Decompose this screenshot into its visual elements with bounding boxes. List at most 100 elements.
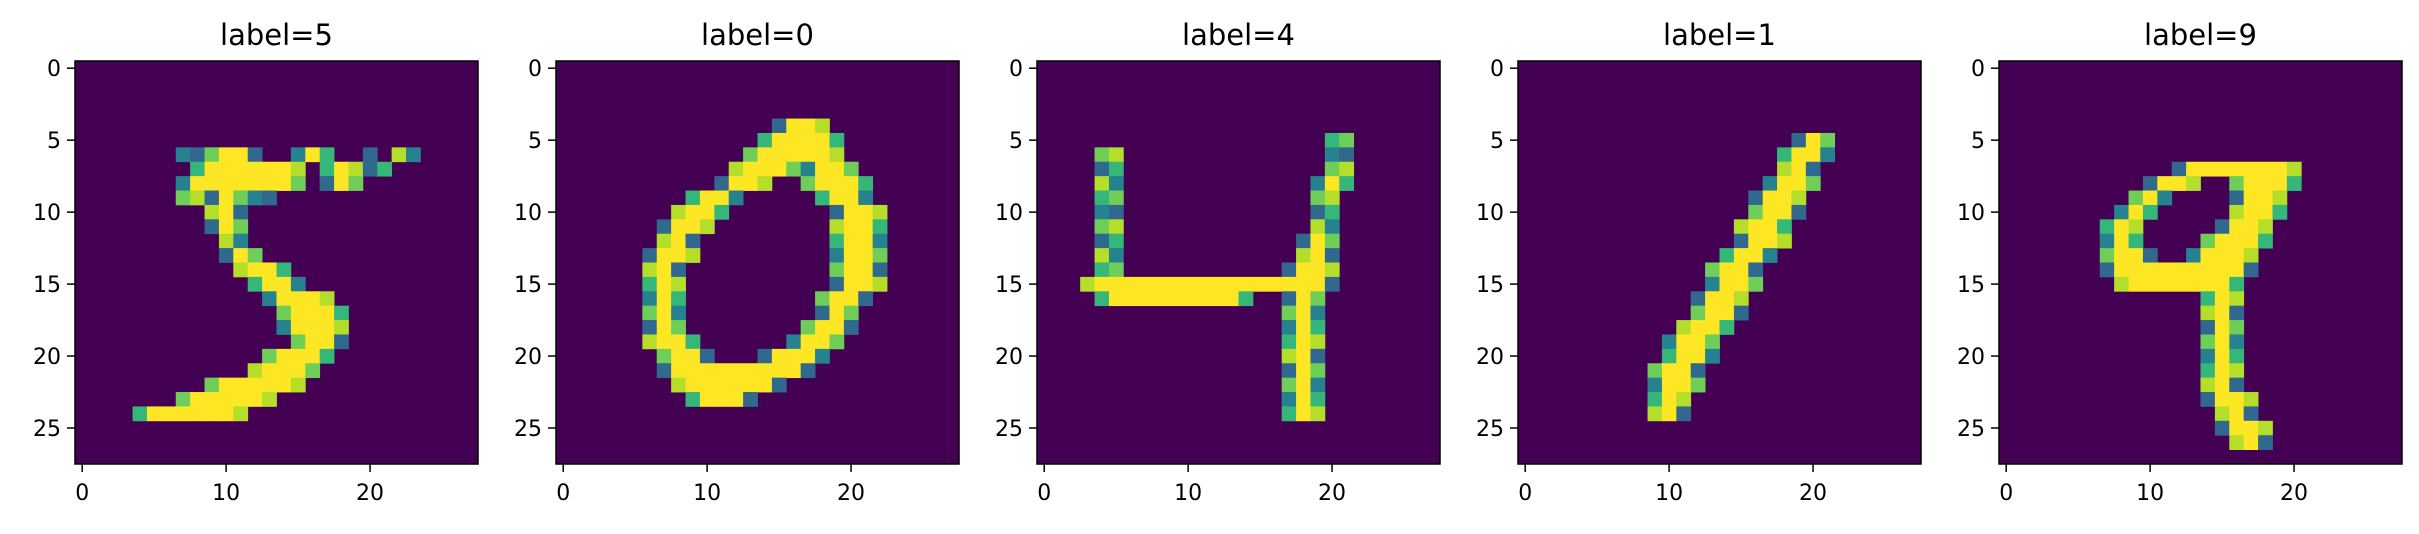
pixel: [2229, 291, 2245, 307]
y-tick-label: 25: [1957, 417, 1985, 442]
pixel: [1661, 406, 1677, 422]
pixel: [2229, 420, 2245, 436]
pixel: [2157, 190, 2173, 206]
pixel: [1777, 219, 1792, 235]
pixel: [204, 147, 220, 163]
pixel: [1324, 147, 1340, 163]
pixel: [1123, 276, 1139, 292]
pixel: [815, 305, 830, 321]
pixel: [262, 377, 277, 393]
pixel: [2229, 305, 2245, 321]
pixel: [2229, 276, 2245, 292]
pixel: [1094, 190, 1110, 206]
pixel: [1762, 219, 1778, 235]
pixel: [262, 291, 277, 307]
pixel: [1820, 147, 1836, 163]
pixel: [829, 320, 845, 335]
panel-3: label=4 0 5 10 15 20 25 0 10 20: [995, 18, 1441, 506]
pixel: [319, 147, 335, 163]
pixel: [2229, 176, 2245, 191]
pixel: [1676, 406, 1692, 422]
y-tick-label: 10: [995, 201, 1023, 226]
pixel: [1777, 233, 1792, 249]
y-tick-label: 15: [33, 273, 61, 298]
pixel: [218, 161, 234, 177]
pixel: [1676, 348, 1692, 364]
pixel: [829, 147, 845, 163]
pixel: [2229, 219, 2245, 235]
pixel: [2099, 219, 2115, 235]
pixel: [1690, 334, 1706, 350]
pixel: [1791, 190, 1807, 206]
pixel: [1733, 305, 1749, 321]
pixel: [1324, 276, 1340, 292]
pixel: [1108, 190, 1124, 206]
x-tick-label: 0: [556, 481, 570, 506]
pixel: [2200, 305, 2216, 321]
pixel: [843, 262, 859, 278]
pixel: [2200, 392, 2216, 407]
pixel: [290, 276, 306, 292]
pixel: [2214, 420, 2230, 436]
pixel: [843, 190, 859, 206]
pixel: [699, 392, 715, 407]
pixel: [1705, 334, 1720, 350]
pixel: [656, 334, 672, 350]
pixel: [1296, 363, 1311, 379]
pixel: [858, 204, 874, 220]
y-tick-label: 20: [514, 345, 542, 370]
pixel: [1281, 363, 1297, 379]
pixel: [1310, 176, 1326, 191]
pixel: [1777, 190, 1792, 206]
pixel: [1719, 276, 1735, 292]
pixel: [671, 233, 686, 249]
y-tick-label: 20: [33, 345, 61, 370]
pixel: [2214, 233, 2230, 249]
pixel: [2099, 262, 2115, 278]
pixel: [1281, 262, 1297, 278]
axes-frame: [1998, 60, 2403, 465]
axes-frame: [1517, 60, 1922, 465]
pixel: [829, 219, 845, 235]
pixel: [1791, 161, 1807, 177]
pixel: [218, 406, 234, 422]
pixel: [1296, 377, 1311, 393]
pixel: [1791, 176, 1807, 191]
pixel: [1281, 377, 1297, 393]
pixel: [2200, 161, 2216, 177]
pixel: [2229, 190, 2245, 206]
x-tick-label: 20: [2280, 481, 2308, 506]
pixel: [771, 348, 787, 364]
axes-frame: [74, 60, 479, 465]
pixel: [2243, 435, 2259, 450]
pixel: [2243, 233, 2259, 249]
pixel: [685, 392, 701, 407]
pixel: [2186, 176, 2201, 191]
pixel: [743, 392, 758, 407]
pixel: [334, 320, 349, 335]
pixel: [2243, 262, 2259, 278]
y-tick-label: 5: [47, 129, 61, 154]
pixel: [305, 291, 321, 307]
pixel: [1705, 276, 1720, 292]
pixel: [699, 377, 715, 393]
pixel: [2114, 233, 2129, 249]
pixel: [671, 334, 686, 350]
pixel: [757, 161, 773, 177]
x-tick-label: 10: [2136, 481, 2164, 506]
pixel: [290, 147, 306, 163]
pixel: [1310, 320, 1326, 335]
pixel: [800, 118, 816, 134]
pixel: [872, 262, 888, 278]
pixel: [218, 147, 234, 163]
pixel: [1661, 392, 1677, 407]
pixel: [247, 147, 263, 163]
x-tick-label: 20: [837, 481, 865, 506]
pixel: [2214, 161, 2230, 177]
pixel: [1748, 219, 1764, 235]
pixel: [1324, 204, 1340, 220]
pixel: [1281, 320, 1297, 335]
pixel: [743, 161, 758, 177]
pixel: [843, 176, 859, 191]
pixel: [262, 190, 277, 206]
